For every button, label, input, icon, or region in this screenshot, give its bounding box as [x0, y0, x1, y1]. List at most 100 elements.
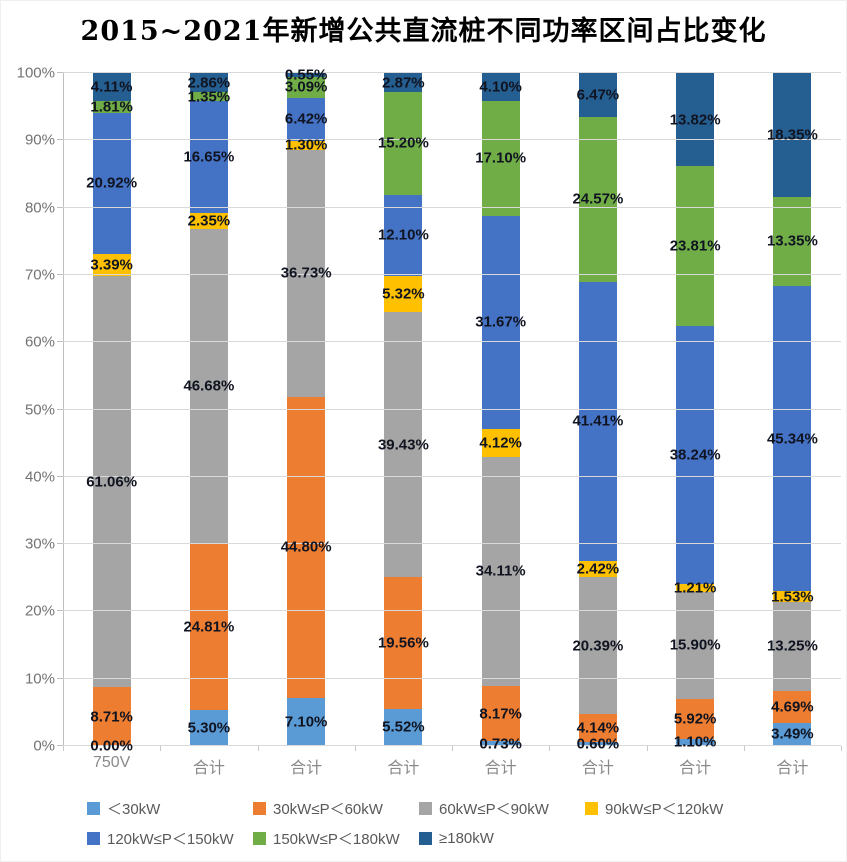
bar-segment	[384, 73, 423, 93]
data-label: 13.25%	[766, 637, 818, 655]
gridline	[63, 139, 841, 141]
bar-segment	[773, 722, 812, 746]
bar-column: 0.00% 8.71% 61.06% 3.39% 20.92% 1.81% 4.11%	[63, 73, 160, 754]
y-tick-label: 60%	[24, 333, 55, 351]
x-category-label: 合计	[679, 760, 712, 777]
y-tick-mark	[57, 475, 63, 477]
data-label: 2.86%	[187, 74, 231, 92]
y-tick-label: 0%	[33, 737, 55, 755]
legend-item: 90kW≤P＜120kW	[585, 799, 751, 818]
data-label: 24.81%	[183, 618, 235, 636]
x-category-label: 合计	[192, 760, 225, 777]
x-tick-mark	[354, 746, 356, 751]
gridline	[63, 273, 841, 275]
bars-layer: 0.00% 8.71% 61.06% 3.39% 20.92% 1.81% 4.11% 5.3…	[63, 67, 841, 754]
data-label: 1.81%	[90, 98, 133, 116]
data-label: 12.10%	[377, 226, 429, 244]
data-label: 8.17%	[479, 705, 522, 723]
bar-segment	[676, 738, 715, 746]
bar-segment	[92, 112, 131, 254]
data-label: 19.56%	[377, 634, 429, 652]
data-label: 36.73%	[280, 264, 332, 282]
x-tick-mark	[63, 746, 64, 751]
bar-segment	[578, 714, 617, 742]
data-label: 23.81%	[669, 237, 721, 255]
y-tick-mark	[57, 610, 63, 612]
data-label: 13.35%	[766, 232, 818, 250]
gridline	[63, 341, 841, 343]
bar-segment	[481, 456, 520, 687]
legend-item: 120kW≤P＜150kW	[87, 829, 253, 848]
bar-segment	[773, 196, 812, 287]
x-axis: 750V 合计 合计 合计 合计 合计 合计 合计	[63, 754, 841, 778]
x-tick-mark	[646, 746, 648, 751]
legend-item: 30kW≤P＜60kW	[253, 799, 419, 818]
data-label: 24.57%	[572, 190, 624, 208]
data-label: 18.35%	[766, 126, 818, 144]
bar-column: 0.60% 4.14% 20.39% 2.42% 41.41% 24.57% 6.47%	[549, 73, 646, 751]
data-label: 3.09%	[284, 78, 328, 96]
x-tick-mark	[452, 746, 453, 751]
bar-segment	[384, 577, 423, 709]
x-category-label: 合计	[387, 760, 420, 777]
gridline	[63, 408, 841, 410]
legend-swatch-icon	[87, 831, 100, 845]
legend-label: 120kW≤P＜150kW	[107, 830, 234, 848]
bar-segment	[578, 116, 617, 282]
gridline	[63, 677, 841, 679]
bar-column: 3.49% 4.69% 13.25% 1.53% 45.34% 13.35% 18.35%	[744, 73, 841, 746]
gridline	[63, 72, 841, 73]
data-label: 5.92%	[673, 710, 717, 728]
x-category-label: 合计	[484, 760, 517, 777]
bar-column: 5.52% 19.56% 39.43% 5.32% 12.10% 15.20% 2.87%	[355, 73, 452, 746]
y-tick-mark	[57, 341, 63, 343]
bar-segment	[189, 101, 228, 214]
bar-segment	[578, 560, 617, 577]
x-tick-mark	[160, 746, 162, 751]
legend-label: 30kW≤P＜60kW	[273, 800, 383, 818]
legend-label: 90kW≤P＜120kW	[605, 800, 724, 818]
y-tick-mark	[57, 677, 63, 679]
bar-segment	[384, 92, 423, 195]
bar-segment	[481, 428, 520, 457]
data-label: 0.55%	[284, 66, 328, 84]
data-label: 15.20%	[377, 134, 429, 152]
data-label: 1.30%	[284, 136, 328, 154]
y-tick-label: 40%	[24, 468, 55, 486]
data-label: 41.41%	[572, 412, 624, 430]
bar-column: 5.30% 24.81% 46.68% 2.35% 16.65% 1.35% 2.86%	[160, 73, 257, 746]
data-label: 46.68%	[183, 377, 235, 395]
data-label: 20.39%	[572, 637, 624, 654]
x-category-label: 合计	[776, 760, 809, 777]
data-label: 5.32%	[382, 285, 425, 303]
bar-segment	[287, 73, 326, 77]
data-label: 4.11%	[90, 78, 133, 96]
legend-swatch-icon	[253, 831, 266, 845]
bar-segment	[676, 591, 715, 699]
legend-swatch-icon	[585, 801, 598, 815]
legend-swatch-icon	[419, 831, 432, 845]
data-label: 5.30%	[187, 719, 231, 737]
data-label: 31.67%	[475, 313, 527, 331]
data-label: 13.82%	[669, 111, 721, 129]
data-label: 1.10%	[673, 733, 717, 751]
bar-segment	[384, 311, 423, 578]
data-label: 4.69%	[771, 698, 814, 716]
chart-title: 2015~2021年新增公共直流桩不同功率区间占比变化	[80, 16, 767, 47]
data-label: 4.12%	[479, 434, 522, 452]
y-tick-label: 10%	[24, 670, 55, 688]
bar-column: 7.10% 44.80% 36.73% 1.30% 6.42% 3.09% 0.55%	[258, 67, 355, 746]
bar-segment	[676, 583, 715, 592]
legend-item: 150kW≤P＜180kW	[253, 829, 419, 848]
data-label: 0.00%	[90, 737, 133, 755]
bar-segment	[189, 92, 228, 102]
bar-segment	[481, 73, 520, 101]
x-tick-mark	[257, 746, 259, 751]
y-axis: 0% 10% 20% 30% 40% 50% 60% 70% 80% 90% 100%	[1, 65, 55, 755]
y-tick-mark	[57, 206, 63, 208]
data-label: 0.73%	[479, 735, 522, 753]
bar-segment	[384, 708, 423, 746]
data-label: 1.35%	[187, 88, 231, 106]
data-label: 6.47%	[576, 86, 620, 104]
